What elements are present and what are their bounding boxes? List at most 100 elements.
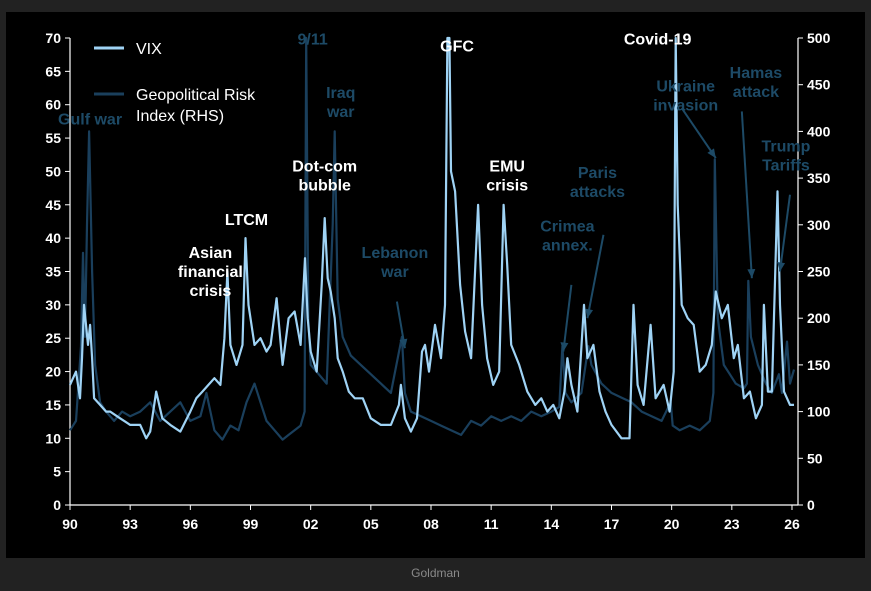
annotation-label: LTCM xyxy=(225,212,268,229)
annotation-label: Trump Tariffs xyxy=(762,138,811,174)
left-tick-label: 0 xyxy=(53,497,61,513)
annotation-line: GFC xyxy=(440,38,474,55)
annotation-line: EMU xyxy=(489,158,525,175)
right-tick-label: 400 xyxy=(807,123,831,139)
left-tick-label: 60 xyxy=(45,97,61,113)
left-tick-label: 15 xyxy=(45,397,61,413)
x-tick-label: 05 xyxy=(363,516,379,532)
annotation-label: EMU crisis xyxy=(486,158,528,194)
left-tick-label: 65 xyxy=(45,63,61,79)
x-tick-label: 14 xyxy=(544,516,560,532)
annotation-label: Iraq war xyxy=(326,85,355,121)
legend-label-gpr: Geopolitical Risk Index (RHS) xyxy=(136,87,256,125)
left-tick-label: 25 xyxy=(45,330,61,346)
annotation-label: Hamas attack xyxy=(730,65,783,101)
annotation-line: attack xyxy=(733,84,779,101)
right-tick-label: 300 xyxy=(807,217,831,233)
annotation-arrow-line xyxy=(740,111,753,279)
source-label: Goldman xyxy=(411,566,460,580)
annotation-label: Crimea annex. xyxy=(540,218,594,254)
annotation-arrow-head xyxy=(399,338,408,349)
annotation-arrow-head xyxy=(585,308,594,319)
x-tick-label: 26 xyxy=(784,516,800,532)
right-tick-label: 250 xyxy=(807,264,831,280)
left-tick-label: 5 xyxy=(53,464,61,480)
x-tick-label: 08 xyxy=(423,516,439,532)
series-layer xyxy=(68,36,796,441)
x-tick-label: 20 xyxy=(664,516,680,532)
x-tick-label: 17 xyxy=(604,516,620,532)
annotation-line: Tariffs xyxy=(762,157,810,174)
right-tick-label: 500 xyxy=(807,30,831,46)
annotation-arrow-line xyxy=(680,107,717,159)
annotation-line: invasion xyxy=(653,97,718,114)
x-tick-label: 90 xyxy=(62,516,78,532)
annotation-label: Covid-19 xyxy=(624,32,692,49)
annotation-arrow-head xyxy=(707,148,716,159)
annotation-line: Trump xyxy=(762,138,811,155)
annotation-line: Hamas xyxy=(730,65,783,82)
right-tick-label: 350 xyxy=(807,170,831,186)
annotation-label: Paris attacks xyxy=(570,165,625,201)
annotation-line: crisis xyxy=(189,283,231,300)
legend-label-line: Geopolitical Risk xyxy=(136,87,256,104)
x-tick-label: 02 xyxy=(303,516,319,532)
left-tick-label: 20 xyxy=(45,364,61,380)
annotation-line: Crimea xyxy=(540,218,594,235)
annotation-line: Lebanon xyxy=(362,245,429,262)
annotation-line: war xyxy=(380,264,409,281)
annotation-arrow-head xyxy=(747,268,756,279)
annotation-label: Ukraine invasion xyxy=(653,78,718,114)
left-tick-label: 45 xyxy=(45,197,61,213)
vix-line xyxy=(68,36,794,440)
right-tick-label: 450 xyxy=(807,77,831,93)
vix-gpr-chart: 0510152025303540455055606570050100150200… xyxy=(45,30,830,532)
annotation-line: Gulf war xyxy=(58,112,122,129)
right-tick-label: 0 xyxy=(807,497,815,513)
annotation-line: Covid-19 xyxy=(624,32,692,49)
annotation-label: Dot-com bubble xyxy=(292,158,357,194)
annotation-line: Paris xyxy=(578,165,617,182)
annotation-label: Asian financial crisis xyxy=(178,245,243,300)
annotation-line: Asian xyxy=(189,245,233,262)
annotation-arrow-line xyxy=(778,194,791,272)
x-tick-label: 23 xyxy=(724,516,740,532)
legend: VIX Geopolitical Risk Index (RHS) xyxy=(94,41,256,125)
annotation-arrow-line xyxy=(586,234,605,319)
annotation-arrow-line xyxy=(562,284,573,352)
left-tick-label: 55 xyxy=(45,130,61,146)
x-tick-label: 11 xyxy=(484,516,499,532)
annotation-layer: Gulf war Asian financial crisis LTCM Dot-com b… xyxy=(58,32,811,352)
x-tick-label: 99 xyxy=(243,516,259,532)
annotation-line: Ukraine xyxy=(656,78,715,95)
annotation-line: attacks xyxy=(570,184,625,201)
right-tick-label: 50 xyxy=(807,450,823,466)
left-tick-label: 30 xyxy=(45,297,61,313)
right-tick-label: 200 xyxy=(807,310,831,326)
annotation-line: Iraq xyxy=(326,85,355,102)
x-tick-label: 93 xyxy=(122,516,138,532)
annotation-arrow-head xyxy=(777,262,786,272)
left-tick-label: 10 xyxy=(45,430,61,446)
annotation-line: war xyxy=(326,104,355,121)
chart-area: 0 5 10 15 20 25 30 35 40 45 50 55 60 65 70 0 50 100 150 200… xyxy=(6,12,865,558)
left-tick-label: 40 xyxy=(45,230,61,246)
annotation-label: Lebanon war xyxy=(362,245,429,281)
x-tick-label: 96 xyxy=(183,516,199,532)
gpr-line xyxy=(69,36,796,441)
annotation-line: financial xyxy=(178,264,243,281)
annotation-line: LTCM xyxy=(225,212,268,229)
left-tick-label: 35 xyxy=(45,264,61,280)
annotation-line: 9/11 xyxy=(298,32,328,49)
annotation-label: 9/11 xyxy=(298,32,328,49)
annotation-label: GFC xyxy=(440,38,474,55)
annotation-arrow-head xyxy=(560,342,569,352)
right-tick-label: 100 xyxy=(807,404,831,420)
left-tick-label: 70 xyxy=(45,30,61,46)
annotation-line: bubble xyxy=(298,177,351,194)
legend-label-line: Index (RHS) xyxy=(136,108,224,125)
axes-layer: 0510152025303540455055606570050100150200… xyxy=(45,30,830,532)
annotation-line: Dot-com xyxy=(292,158,357,175)
annotation-line: annex. xyxy=(542,237,593,254)
